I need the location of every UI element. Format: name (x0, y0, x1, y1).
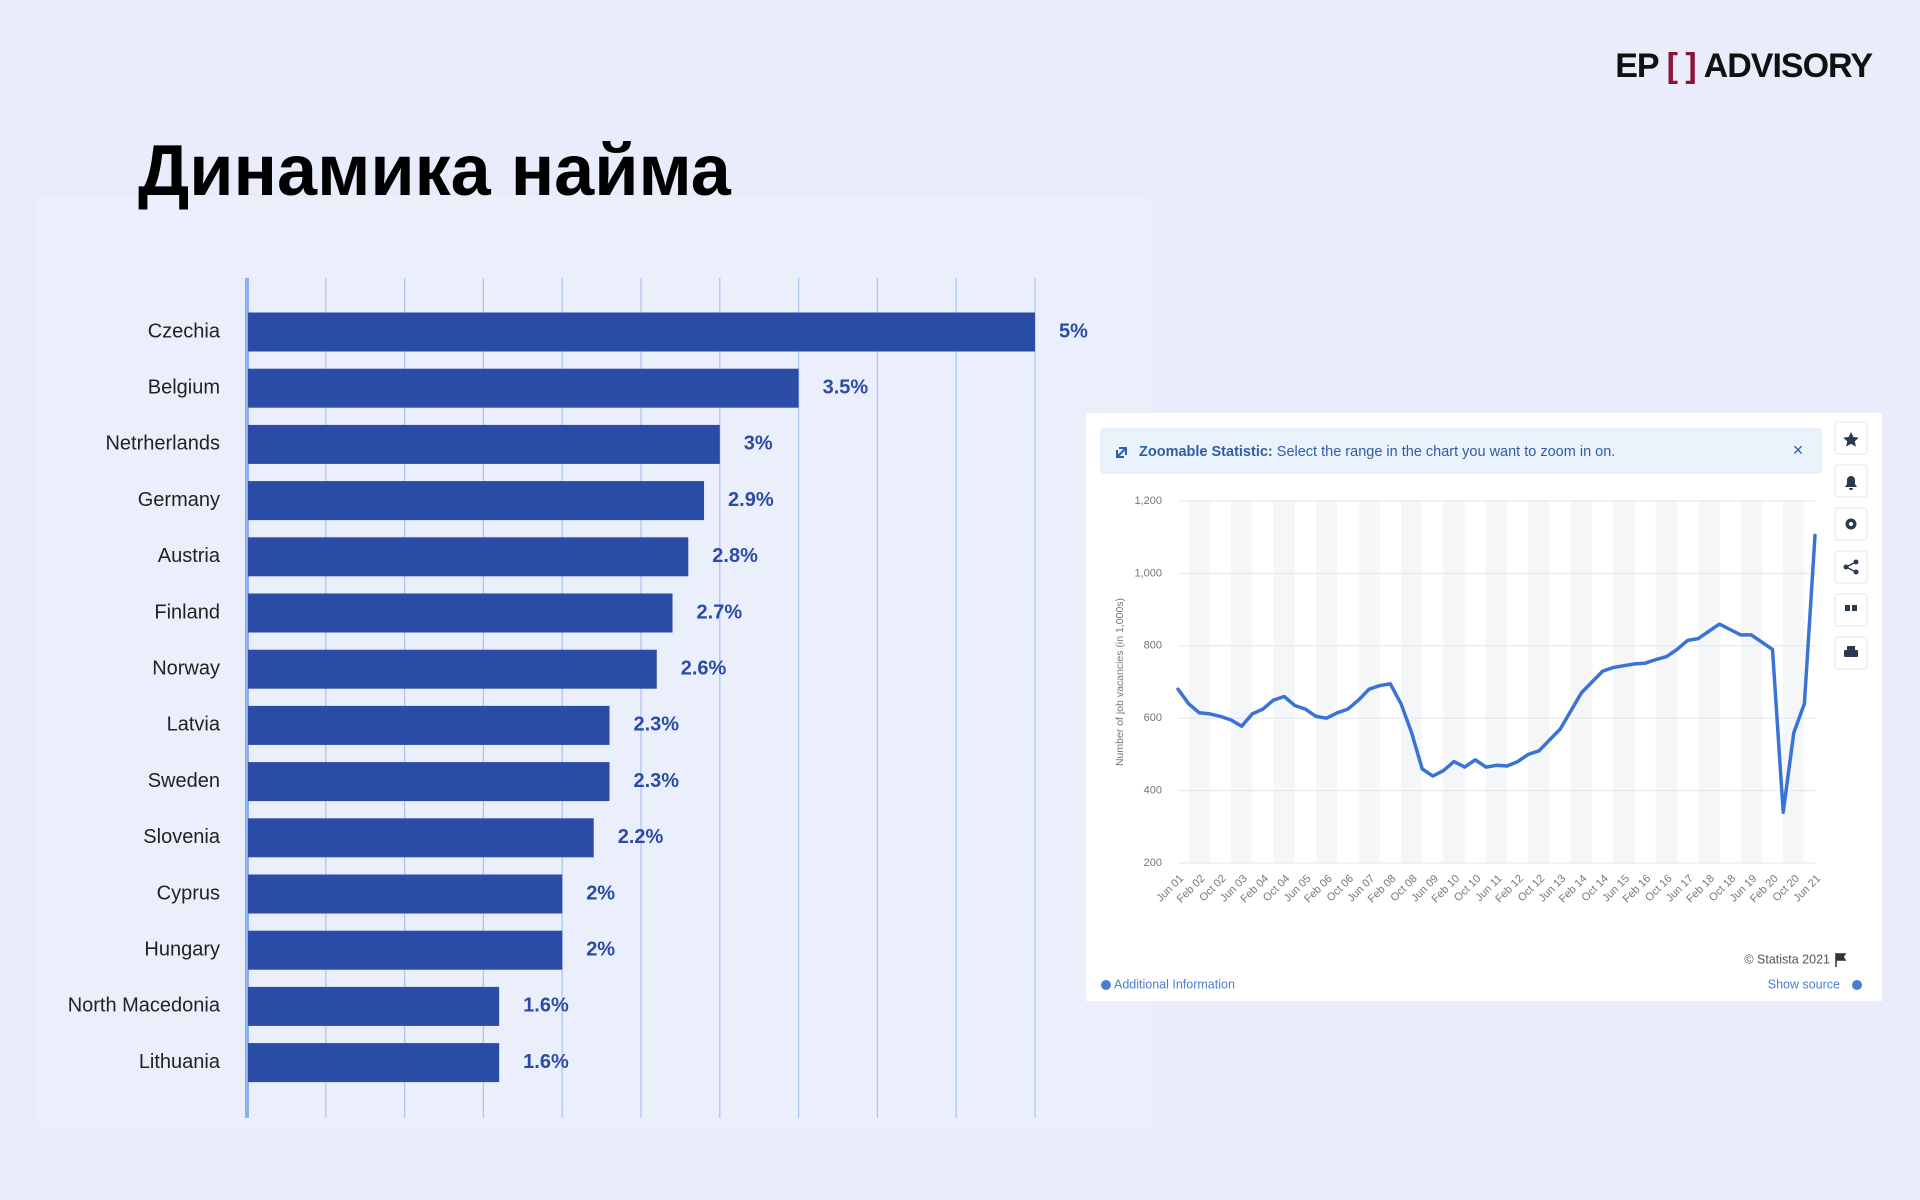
bar (248, 874, 563, 914)
bar (248, 986, 500, 1026)
print-top (1847, 646, 1855, 650)
value-label: 2% (586, 882, 615, 904)
y-axis-label: Number of job vacancies (in 1,000s) (1114, 598, 1126, 766)
plot-stripe (1485, 501, 1508, 863)
logo-right: ADVISORY (1704, 47, 1874, 85)
quote-icon (1845, 605, 1850, 611)
share-button[interactable] (1834, 550, 1868, 584)
zoom-banner (1100, 428, 1822, 474)
value-label: 2.6% (681, 657, 727, 679)
flag-icon (1835, 953, 1847, 967)
plot-stripe (1273, 501, 1295, 863)
show-source[interactable]: Show source (1768, 977, 1840, 991)
bar (248, 424, 720, 464)
banner-bold: Zoomable Statistic: (1139, 444, 1273, 460)
value-label: 1.6% (523, 995, 569, 1017)
plot-stripe (1358, 501, 1380, 863)
plot-stripe (1528, 501, 1550, 863)
y-tick-label: 600 (1144, 712, 1162, 724)
bar (248, 593, 673, 633)
slide-title: Динамика найма (138, 131, 732, 211)
value-label: 1.6% (523, 1051, 569, 1073)
value-label: 2% (586, 938, 615, 960)
plot-stripe (1188, 501, 1210, 863)
star-icon (1843, 432, 1859, 447)
category-label: Germany (138, 489, 220, 511)
category-label: Lithuania (139, 1051, 221, 1073)
bar (248, 930, 563, 970)
y-tick-label: 800 (1144, 640, 1162, 652)
line-series (1176, 533, 1817, 815)
category-label: Sweden (148, 770, 220, 792)
category-label: Belgium (148, 376, 220, 398)
bar (248, 368, 799, 408)
quote-icon (1852, 605, 1857, 611)
category-label: Slovenia (143, 826, 221, 848)
plot-stripe (1740, 501, 1762, 863)
print-icon (1844, 650, 1858, 657)
value-label: 2.2% (618, 826, 664, 848)
plot-stripe (1231, 501, 1253, 863)
bar (248, 762, 610, 802)
category-label: Czechia (148, 320, 221, 342)
share-lines (1845, 561, 1857, 573)
bar (248, 705, 610, 745)
logo: EP [ ] ADVISORY (1615, 47, 1873, 85)
category-label: Latvia (167, 714, 221, 736)
plot-stripe (1443, 501, 1465, 863)
logo-bracket: [ ] (1667, 47, 1696, 85)
bar (248, 312, 1035, 352)
info-icon (1101, 980, 1111, 990)
bar (248, 818, 594, 858)
bar (248, 481, 705, 521)
category-label: North Macedonia (68, 995, 221, 1017)
copyright: © Statista 2021 (1744, 952, 1830, 966)
plot-stripe (1655, 501, 1677, 863)
bar-chart: Czechia 5% Belgium 3.5% Netrherlands 3% German… (68, 278, 1088, 1118)
y-tick-label: 400 (1144, 785, 1162, 797)
plot-stripe (1570, 501, 1593, 863)
category-label: Austria (158, 545, 221, 567)
y-tick-label: 1,200 (1134, 495, 1162, 507)
plot-stripe (1400, 501, 1423, 863)
value-label: 3.5% (823, 376, 869, 398)
zoom-icon (1116, 447, 1127, 458)
plot-stripe (1613, 501, 1635, 863)
logo-left: EP (1615, 47, 1659, 85)
plot-stripe (1698, 501, 1720, 863)
value-label: 2.9% (728, 489, 774, 511)
bar (248, 537, 689, 577)
category-label: Netrherlands (105, 433, 220, 455)
statista-widget: Zoomable Statistic: Select the range in … (1086, 413, 1882, 1001)
value-label: 2.3% (633, 714, 679, 736)
close-button[interactable]: × (1793, 440, 1804, 460)
value-label: 5% (1059, 320, 1088, 342)
y-tick-label: 1,000 (1134, 567, 1162, 579)
category-label: Cyprus (157, 882, 220, 904)
gear-hole (1849, 522, 1853, 526)
toolbar-icons (1843, 432, 1859, 657)
banner-text: Zoomable Statistic: Select the range in … (1139, 444, 1615, 460)
plot-stripe (1316, 501, 1338, 863)
y-tick-label: 200 (1144, 857, 1162, 869)
plot-stripe (1783, 501, 1805, 863)
value-label: 2.7% (697, 601, 743, 623)
category-label: Norway (152, 657, 220, 679)
additional-info[interactable]: Additional Information (1114, 977, 1235, 991)
value-label: 2.8% (712, 545, 758, 567)
bar (248, 649, 657, 689)
category-label: Finland (154, 601, 220, 623)
value-label: 3% (744, 433, 773, 455)
category-label: Hungary (144, 938, 220, 960)
bar (248, 1043, 500, 1083)
info-icon (1852, 980, 1862, 990)
bell-icon (1845, 476, 1857, 490)
cite-button[interactable] (1834, 593, 1868, 627)
banner-message: Select the range in the chart you want t… (1277, 444, 1616, 460)
value-label: 2.3% (633, 770, 679, 792)
